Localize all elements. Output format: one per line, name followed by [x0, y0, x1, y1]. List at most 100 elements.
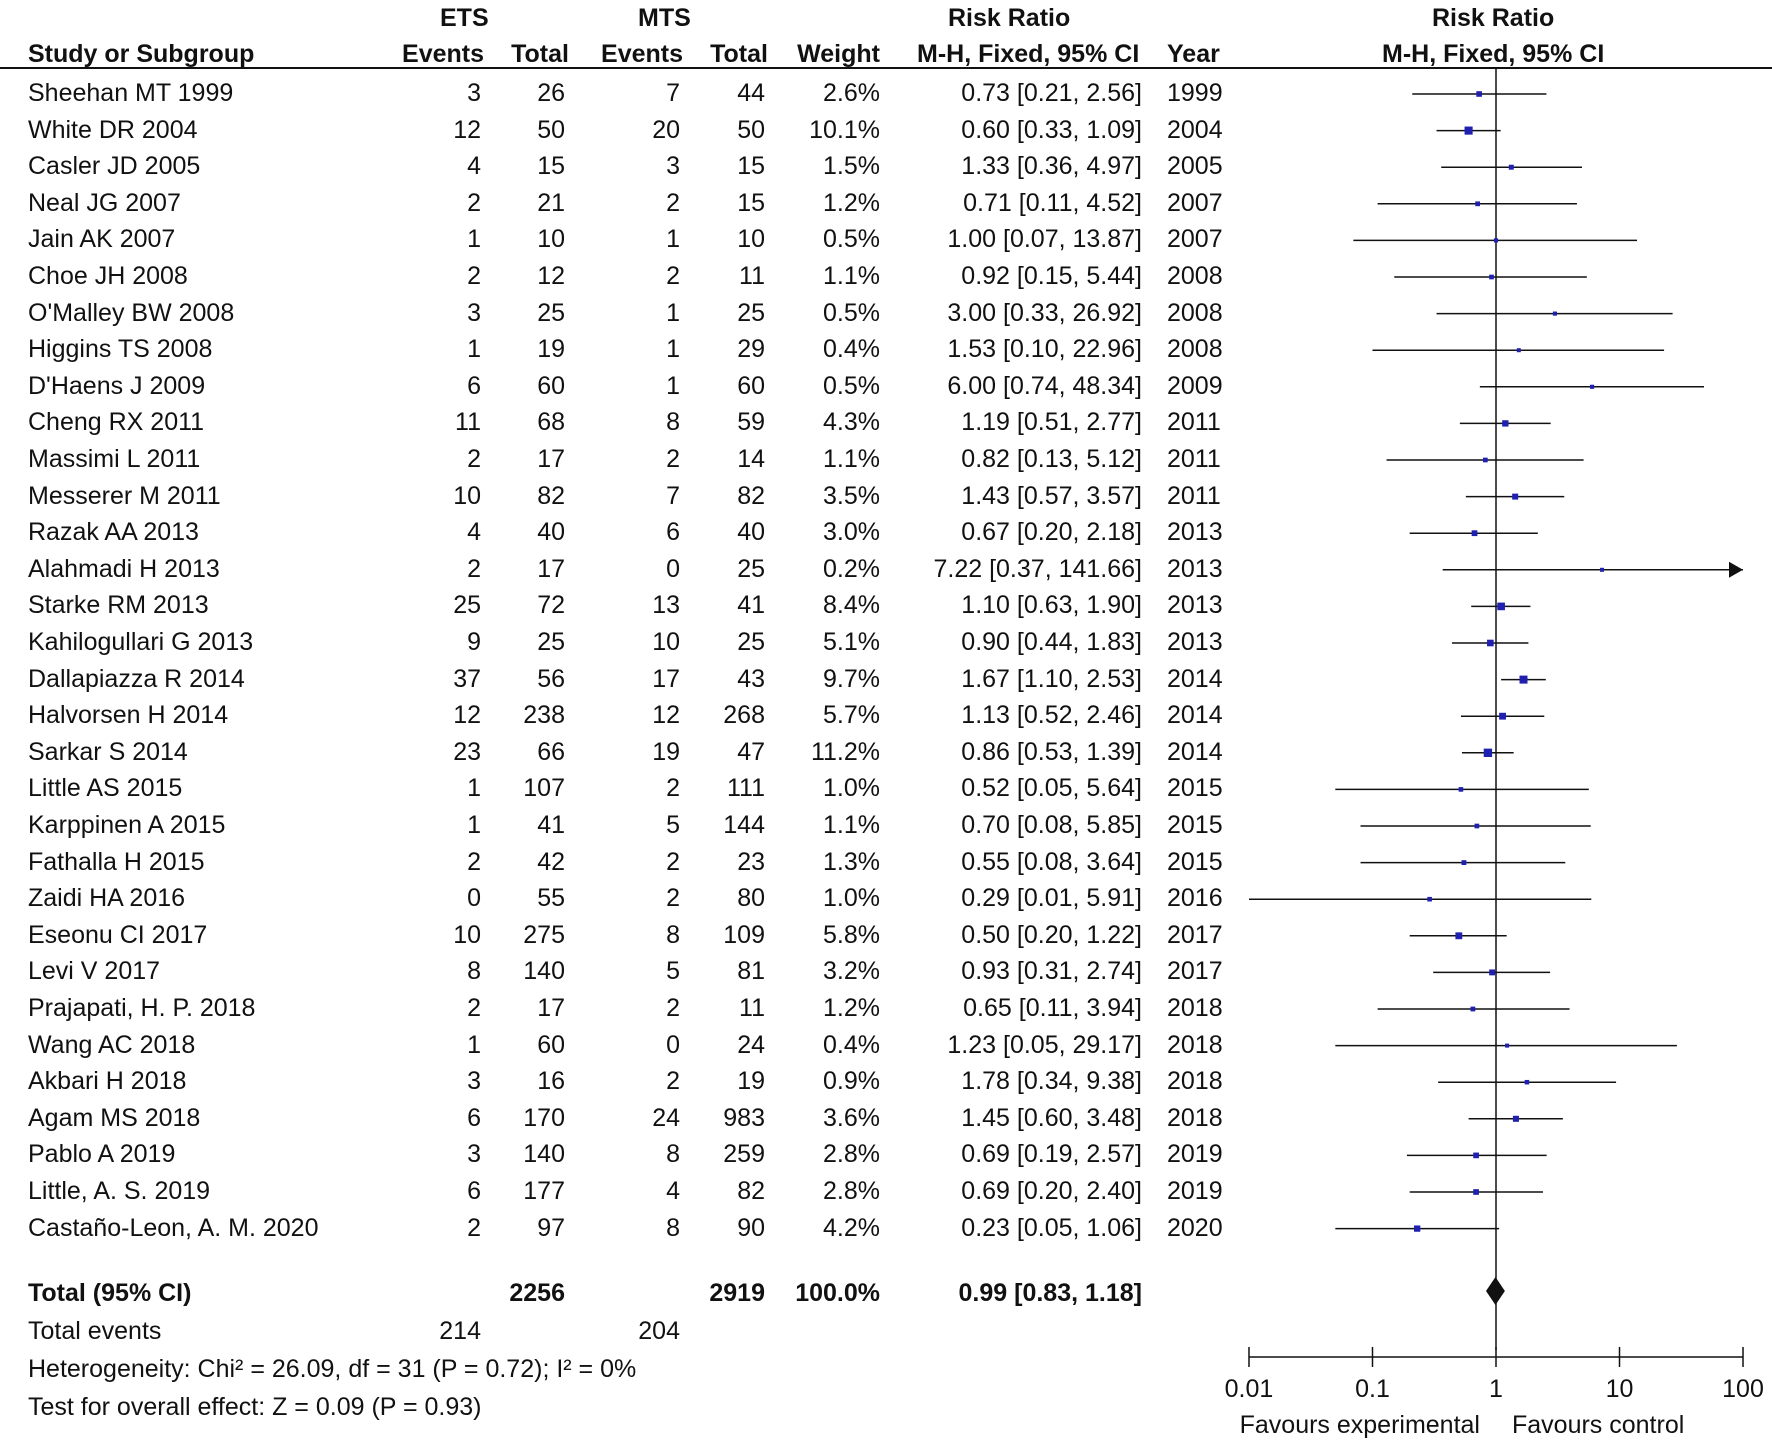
events2-cell: 2	[666, 445, 680, 473]
events1-cell: 3	[467, 298, 481, 327]
ci-cell: 1.53 [0.10, 22.96]	[947, 335, 1142, 364]
total2-cell: 43	[737, 664, 765, 693]
events1-cell: 11	[455, 408, 481, 437]
study-name: O'Malley BW 2008	[28, 298, 235, 327]
effect-marker	[1458, 787, 1464, 792]
events2-cell: 2	[666, 884, 680, 913]
effect-marker	[1455, 932, 1463, 940]
weight-cell: 1.5%	[823, 152, 880, 181]
events2-cell: 2	[666, 994, 680, 1022]
total2-cell: 111	[726, 774, 765, 803]
events1-cell: 25	[453, 591, 481, 620]
events2-cell: 1	[666, 335, 680, 364]
total1-cell: 17	[537, 445, 565, 473]
ci-cell: 1.19 [0.51, 2.77]	[961, 408, 1142, 437]
effect-marker	[1590, 384, 1595, 389]
total1-cell: 25	[537, 298, 565, 327]
year-cell: 2008	[1167, 298, 1223, 327]
weight-cell: 0.9%	[823, 1067, 880, 1096]
effect-marker	[1487, 639, 1494, 647]
ci-cell: 3.00 [0.33, 26.92]	[947, 298, 1142, 327]
events2-cell: 13	[652, 591, 680, 620]
year-cell: 2016	[1167, 884, 1223, 913]
weight-cell: 1.2%	[823, 188, 880, 217]
ci-cell: 1.67 [1.10, 2.53]	[961, 664, 1142, 693]
study-name: Agam MS 2018	[28, 1103, 201, 1132]
total-t2: 2919	[709, 1279, 765, 1307]
events1-cell: 2	[467, 554, 481, 583]
weight-cell: 4.2%	[823, 1213, 880, 1242]
year-cell: 2007	[1167, 188, 1223, 217]
weight-cell: 0.5%	[823, 298, 880, 327]
study-name: Pablo A 2019	[28, 1140, 176, 1169]
method-plot-header: M-H, Fixed, 95% CI	[1382, 40, 1605, 68]
year-cell: 2019	[1167, 1140, 1223, 1169]
total1-cell: 10	[537, 225, 565, 254]
weight-header: Weight	[797, 40, 880, 68]
weight-cell: 0.2%	[823, 554, 880, 583]
study-name: White DR 2004	[28, 115, 198, 144]
total1-cell: 60	[537, 371, 565, 400]
events1-cell: 10	[453, 920, 481, 949]
year-cell: 2018	[1167, 1103, 1223, 1132]
total2-cell: 19	[737, 1067, 765, 1096]
events2-cell: 0	[666, 554, 680, 583]
weight-cell: 11.2%	[810, 737, 880, 766]
study-name: Akbari H 2018	[28, 1067, 187, 1096]
total2-cell: 41	[737, 591, 765, 620]
favours-left-label: Favours experimental	[1240, 1411, 1480, 1439]
total1-cell: 177	[523, 1177, 565, 1205]
weight-cell: 5.7%	[823, 701, 880, 730]
effect-marker	[1489, 969, 1496, 976]
total2-cell: 15	[737, 152, 765, 181]
total1-cell: 140	[523, 1140, 565, 1169]
events2-cell: 5	[666, 957, 680, 986]
total2-cell: 90	[737, 1213, 765, 1242]
year-cell: 2007	[1167, 225, 1223, 254]
x-tick-label: 10	[1606, 1375, 1634, 1403]
ci-cell: 6.00 [0.74, 48.34]	[947, 371, 1142, 400]
total2-cell: 983	[723, 1103, 765, 1132]
total2-cell: 268	[723, 701, 765, 730]
events2-cell: 5	[666, 811, 680, 839]
study-name: Choe JH 2008	[28, 262, 188, 290]
events2-cell: 2	[666, 1067, 680, 1096]
events1-cell: 0	[467, 884, 481, 913]
study-name: Neal JG 2007	[28, 188, 181, 217]
events2-cell: 3	[666, 152, 680, 181]
ci-cell: 0.69 [0.20, 2.40]	[961, 1177, 1142, 1205]
total1-cell: 50	[537, 115, 565, 144]
events1-cell: 12	[453, 701, 481, 730]
total2-cell: 81	[737, 957, 765, 986]
year-cell: 2011	[1167, 445, 1221, 473]
year-cell: 2018	[1167, 1030, 1223, 1059]
events2-cell: 8	[666, 920, 680, 949]
year-cell: 2013	[1167, 628, 1223, 656]
effect-marker	[1470, 1006, 1476, 1012]
total1-cell: 17	[537, 994, 565, 1022]
group2-header: MTS	[638, 4, 691, 32]
events1-cell: 8	[467, 957, 481, 986]
ci-cell: 0.50 [0.20, 1.22]	[961, 920, 1142, 949]
risk-ratio-plot-header: Risk Ratio	[1432, 4, 1555, 32]
events1-cell: 2	[467, 445, 481, 473]
ci-cell: 0.29 [0.01, 5.91]	[961, 884, 1142, 913]
ci-cell: 1.45 [0.60, 3.48]	[961, 1103, 1142, 1132]
events1-cell: 4	[467, 152, 481, 181]
events1-cell: 2	[467, 1213, 481, 1242]
weight-cell: 1.2%	[823, 994, 880, 1022]
total2-cell: 24	[737, 1030, 765, 1059]
total2-cell: 25	[737, 298, 765, 327]
effect-marker	[1476, 91, 1482, 97]
study-name: Alahmadi H 2013	[28, 554, 220, 583]
effect-marker	[1475, 201, 1481, 207]
year-cell: 2013	[1167, 591, 1223, 620]
events2-cell: 8	[666, 1140, 680, 1169]
total1-cell: 238	[523, 701, 565, 730]
study-name: Starke RM 2013	[28, 591, 209, 620]
year-cell: 2017	[1167, 957, 1223, 986]
study-col-header: Study or Subgroup	[28, 40, 255, 68]
weight-cell: 5.8%	[823, 920, 880, 949]
events2-cell: 17	[652, 664, 680, 693]
